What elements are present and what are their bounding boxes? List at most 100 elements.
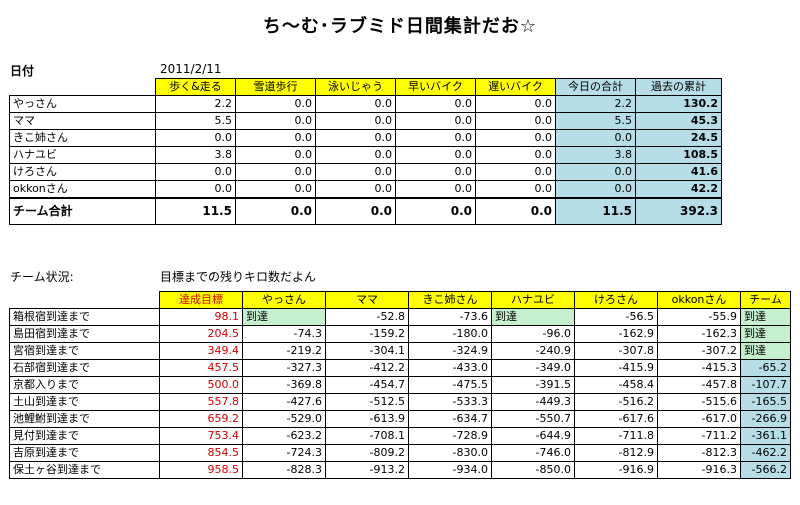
team-value: -107.7 [740, 376, 791, 394]
daily-value: 0.0 [315, 129, 396, 147]
daily-header-cell: 遅いバイク [475, 78, 556, 96]
member-name: okkonさん [9, 180, 156, 199]
team-value: -307.2 [657, 342, 741, 360]
status-label: チーム状況: [10, 270, 74, 284]
team-value: -566.2 [740, 461, 791, 479]
status-subtitle: 目標までの残りキロ数だよん [160, 270, 317, 284]
daily-value: 24.5 [635, 129, 722, 147]
daily-value: 0.0 [395, 146, 476, 164]
team-value: -162.3 [657, 325, 741, 343]
milestone-name: 土山到達まで [9, 393, 160, 411]
daily-total-row: チーム合計 11.5 0.0 0.0 0.0 0.0 11.5 392.3 [9, 197, 722, 225]
daily-value: 2.2 [555, 95, 636, 113]
team-value: -180.0 [408, 325, 492, 343]
daily-value: 0.0 [395, 129, 476, 147]
team-row: 島田宿到達まで 204.5 -74.3 -159.2 -180.0 -96.0 -162.9… [9, 325, 791, 343]
team-row: 箱根宿到達まで 98.1 到達 -52.8 -73.6 到達 -56.5 -55.9 到達 [9, 308, 791, 326]
team-value: -159.2 [325, 325, 409, 343]
team-value: 557.8 [159, 393, 243, 411]
team-value: 到達 [242, 308, 326, 326]
daily-value: 0.0 [155, 129, 236, 147]
daily-value: 0.0 [235, 163, 316, 181]
daily-header-cell: 歩く&走る [155, 78, 236, 96]
team-value: -74.3 [242, 325, 326, 343]
total-value: 392.3 [635, 197, 722, 225]
team-value: 到達 [740, 325, 791, 343]
team-value: -711.2 [657, 427, 741, 445]
team-value: -533.3 [408, 393, 492, 411]
daily-value: 0.0 [475, 112, 556, 130]
team-value: -65.2 [740, 359, 791, 377]
daily-value: 0.0 [475, 95, 556, 113]
daily-header-cell: 過去の累計 [635, 78, 722, 96]
team-value: -361.1 [740, 427, 791, 445]
team-value: 到達 [740, 342, 791, 360]
team-value: -415.9 [574, 359, 658, 377]
member-name: やっさん [9, 95, 156, 113]
team-value: 457.5 [159, 359, 243, 377]
team-value: -349.0 [491, 359, 575, 377]
team-value: -449.3 [491, 393, 575, 411]
team-value: -165.5 [740, 393, 791, 411]
team-header-row: 達成目標 やっさん ママ きこ姉さん ハナユビ けろさん okkonさん チーム [10, 291, 791, 309]
daily-value: 0.0 [555, 163, 636, 181]
milestone-name: 箱根宿到達まで [9, 308, 160, 326]
team-value: 204.5 [159, 325, 243, 343]
daily-value: 2.2 [155, 95, 236, 113]
team-value: -219.2 [242, 342, 326, 360]
daily-value: 0.0 [555, 180, 636, 199]
header-blank [10, 292, 160, 309]
team-value: -307.8 [574, 342, 658, 360]
daily-value: 42.2 [635, 180, 722, 199]
member-name: けろさん [9, 163, 156, 181]
total-value: 0.0 [395, 197, 476, 225]
daily-header-cell: 今日の合計 [555, 78, 636, 96]
team-value: -56.5 [574, 308, 658, 326]
team-value: -529.0 [242, 410, 326, 428]
team-value: -613.9 [325, 410, 409, 428]
daily-value: 0.0 [235, 146, 316, 164]
team-value: -913.2 [325, 461, 409, 479]
team-value: 98.1 [159, 308, 243, 326]
team-value: 到達 [740, 308, 791, 326]
team-value: -515.6 [657, 393, 741, 411]
team-value: 500.0 [159, 376, 243, 394]
daily-value: 5.5 [155, 112, 236, 130]
team-value: -617.0 [657, 410, 741, 428]
team-value: -516.2 [574, 393, 658, 411]
team-value: -728.9 [408, 427, 492, 445]
team-value: -240.9 [491, 342, 575, 360]
team-row: 京都入りまで 500.0 -369.8 -454.7 -475.5 -391.5 -458.… [9, 376, 791, 394]
daily-value: 0.0 [235, 180, 316, 199]
daily-value: 0.0 [315, 180, 396, 199]
team-value: -812.3 [657, 444, 741, 462]
team-header-cell: 達成目標 [159, 291, 243, 309]
team-value: 到達 [491, 308, 575, 326]
daily-value: 0.0 [235, 112, 316, 130]
team-value: -634.7 [408, 410, 492, 428]
team-value: -427.6 [242, 393, 326, 411]
daily-header-row: 歩く&走る 雪道歩行 泳いじゃう 早いバイク 遅いバイク 今日の合計 過去の累計 [10, 78, 722, 96]
team-value: -96.0 [491, 325, 575, 343]
daily-row: やっさん 2.2 0.0 0.0 0.0 0.0 2.2 130.2 [9, 95, 722, 113]
daily-value: 0.0 [475, 163, 556, 181]
daily-row: okkonさん 0.0 0.0 0.0 0.0 0.0 0.0 42.2 [9, 180, 722, 199]
team-value: -724.3 [242, 444, 326, 462]
daily-value: 3.8 [155, 146, 236, 164]
milestone-name: 石部宿到達まで [9, 359, 160, 377]
daily-value: 0.0 [235, 95, 316, 113]
milestone-name: 保土ヶ谷到達まで [9, 461, 160, 479]
team-row: 土山到達まで 557.8 -427.6 -512.5 -533.3 -449.3 -516.… [9, 393, 791, 411]
team-value: -162.9 [574, 325, 658, 343]
team-row: 宮宿到達まで 349.4 -219.2 -304.1 -324.9 -240.9 -307.… [9, 342, 791, 360]
team-header-cell: ママ [325, 291, 409, 309]
date-value: 2011/2/11 [160, 62, 222, 76]
total-value: 11.5 [555, 197, 636, 225]
member-name: ママ [9, 112, 156, 130]
milestone-name: 見付到達まで [9, 427, 160, 445]
team-value: -458.4 [574, 376, 658, 394]
team-row: 吉原到達まで 854.5 -724.3 -809.2 -830.0 -746.0 -812.… [9, 444, 791, 462]
daily-value: 45.3 [635, 112, 722, 130]
daily-value: 0.0 [235, 129, 316, 147]
daily-value: 0.0 [475, 146, 556, 164]
